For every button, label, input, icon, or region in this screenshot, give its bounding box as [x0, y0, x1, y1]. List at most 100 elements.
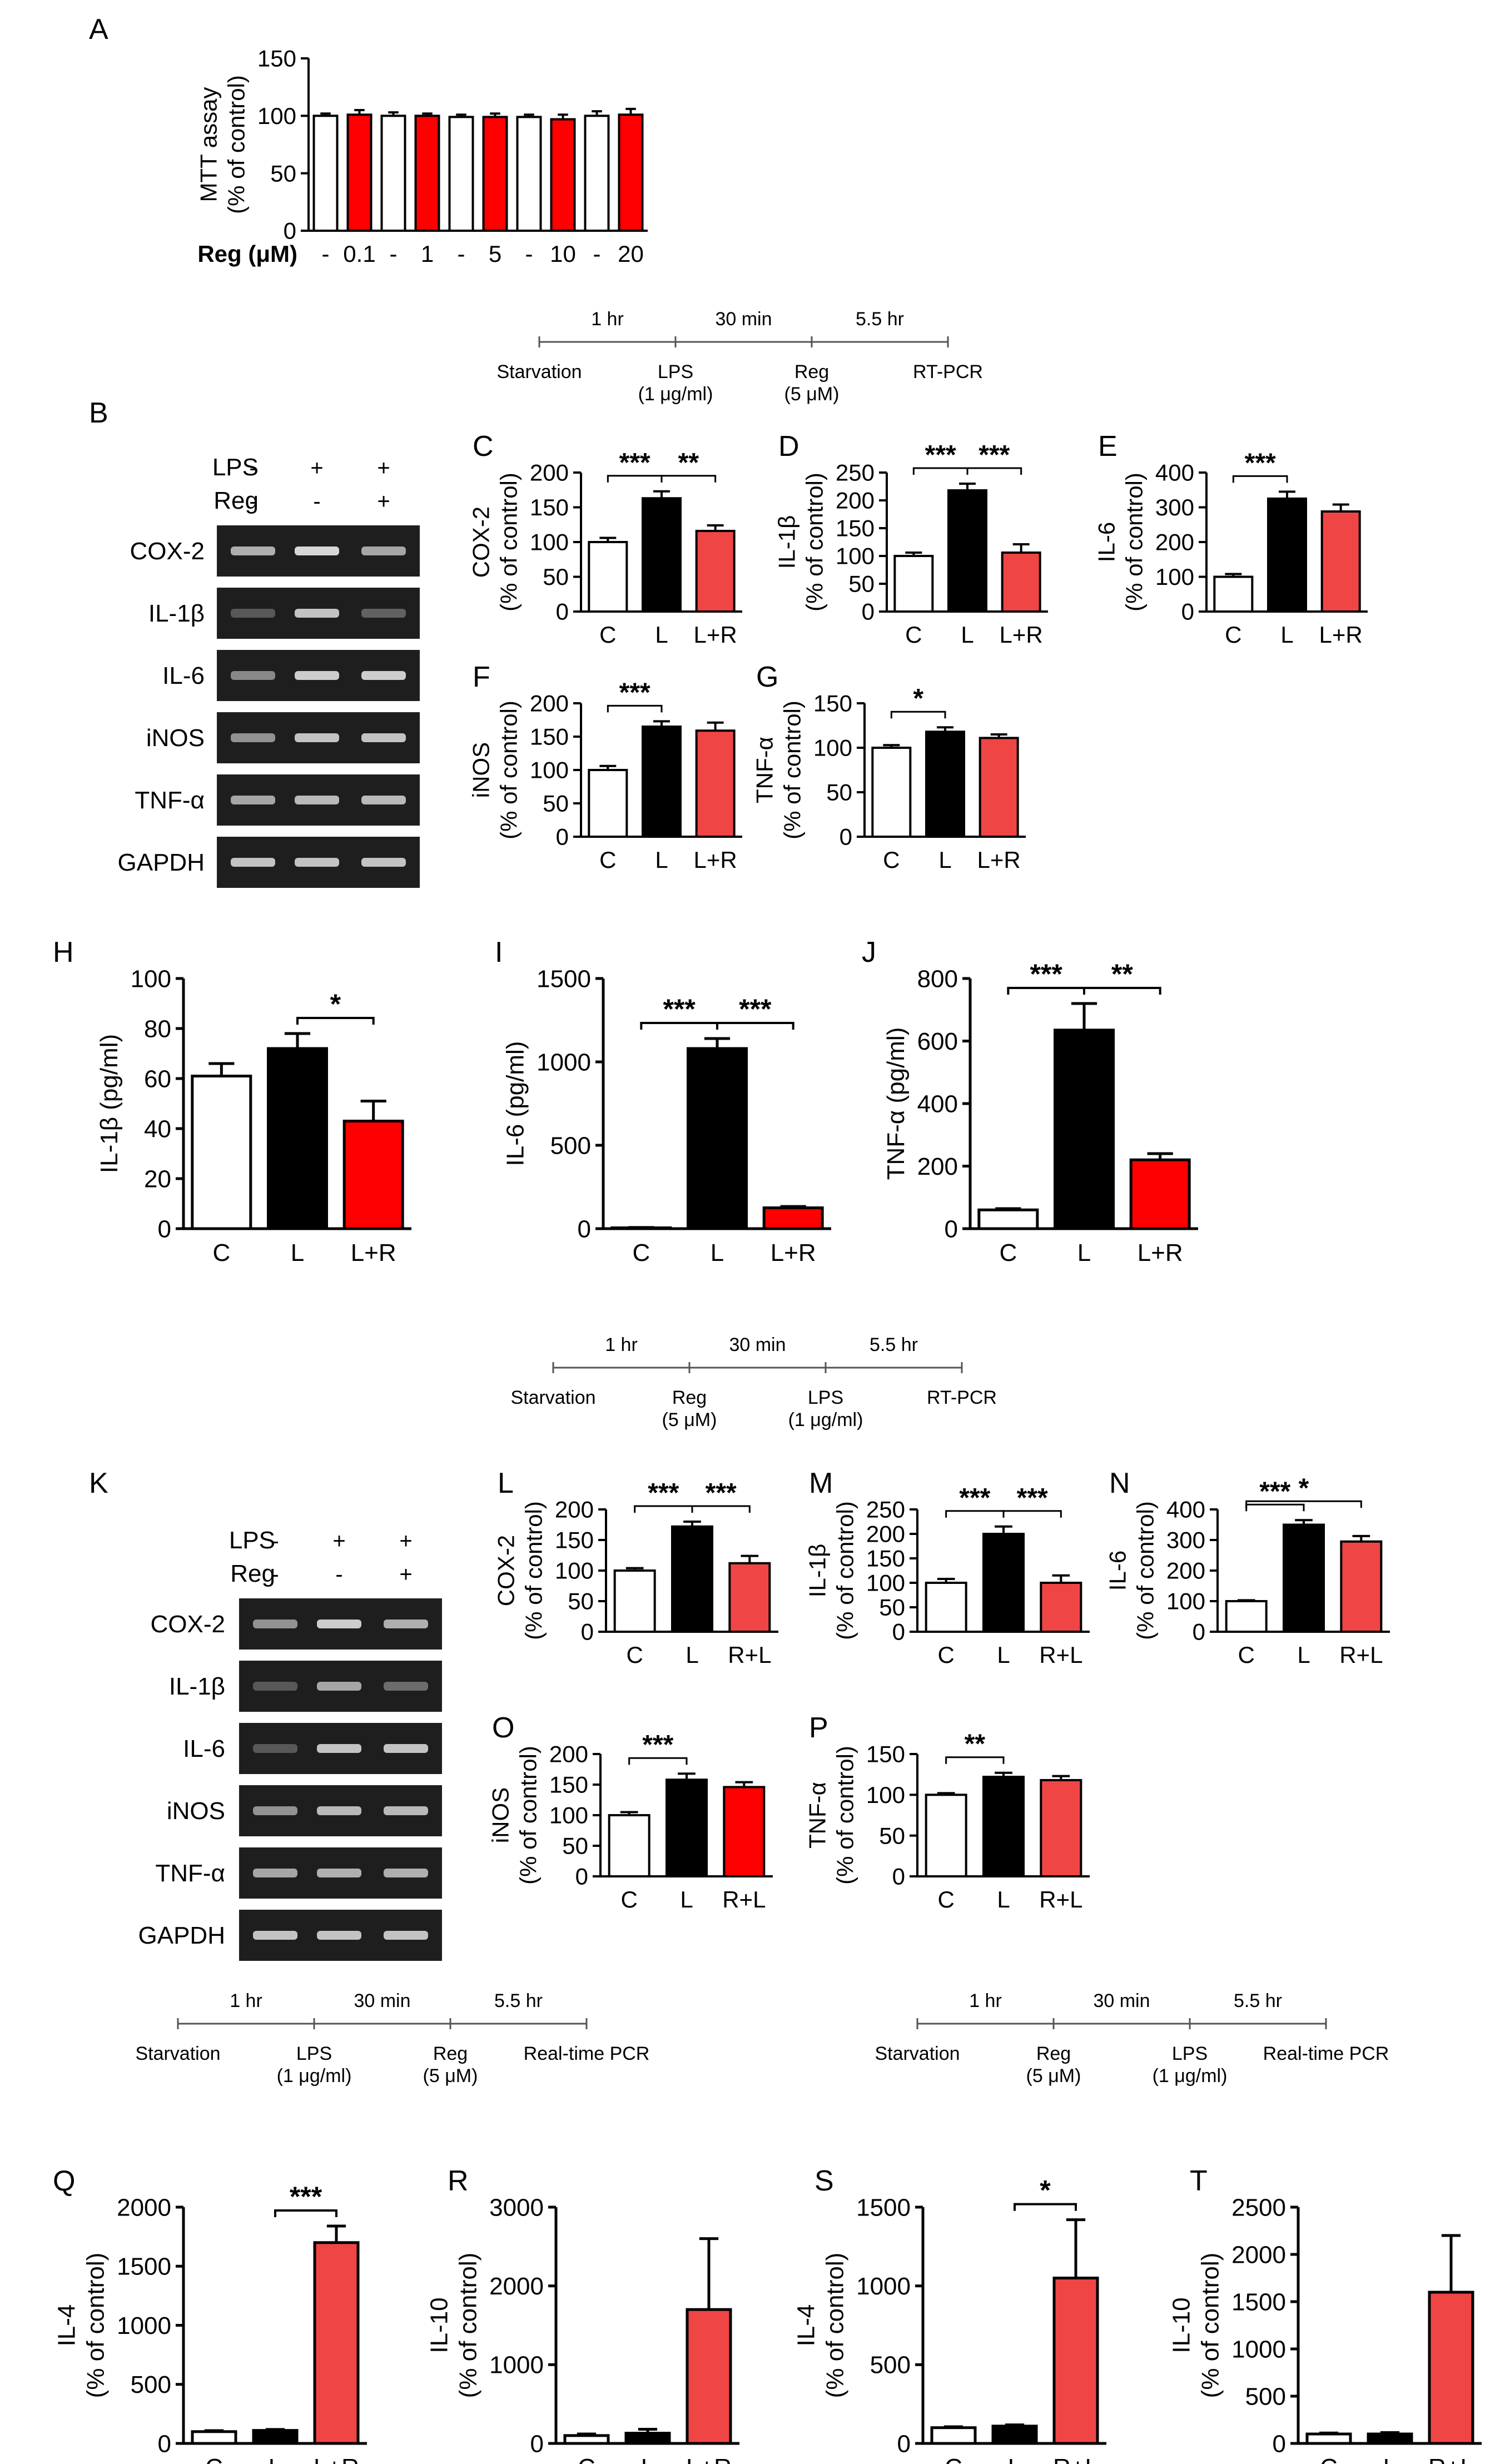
- timeline-step: (5 μM): [784, 384, 840, 405]
- y-tick-label: 0: [158, 1215, 171, 1243]
- treatment-mark: -: [335, 1562, 342, 1587]
- gel-band: [231, 858, 275, 867]
- y-axis-label: IL-6 (pg/ml): [501, 1041, 529, 1166]
- bar: [550, 118, 576, 232]
- y-tick-label: 500: [1245, 2383, 1286, 2410]
- x-tick-label: C: [599, 847, 616, 873]
- x-tick-label: L: [938, 847, 951, 873]
- x-tick-label: L: [269, 2454, 282, 2464]
- protocol-timeline: 1 hr 30 min 5.5 hr Starvation LPS(1 μg/ml) Re…: [135, 1990, 649, 2087]
- y-tick-label: 200: [917, 1153, 958, 1180]
- timeline-step: Starvation: [496, 361, 582, 382]
- y-tick-label: 250: [866, 1497, 905, 1523]
- bar: [313, 2241, 360, 2445]
- y-axis-label: (% of control): [495, 701, 522, 839]
- significance-label: ***: [739, 993, 772, 1025]
- y-tick-label: 100: [836, 543, 875, 569]
- gel-band: [361, 547, 406, 555]
- y-tick-label: 100: [131, 965, 171, 992]
- gel-band: [231, 796, 275, 804]
- y-tick-label: 200: [836, 488, 875, 514]
- treatment-mark: -: [249, 456, 256, 480]
- bar: [584, 115, 610, 232]
- x-tick-label: L+R: [977, 847, 1021, 873]
- gel-band: [361, 609, 406, 618]
- x-tick-label: L: [711, 1239, 724, 1266]
- y-axis-label: (% of control): [779, 701, 805, 839]
- timeline-step: (5 μM): [423, 2065, 478, 2087]
- treatment-mark: +: [377, 456, 390, 480]
- x-tick-label: R+L: [722, 1886, 766, 1912]
- x-tick-label: -: [390, 241, 398, 267]
- significance-bracket: [1002, 1510, 1062, 1518]
- timeline-step: LPS: [808, 1387, 843, 1408]
- y-axis-label: IL-1β (pg/ml): [96, 1034, 123, 1173]
- y-axis-label: MTT assay: [195, 87, 221, 202]
- y-axis-label: TNF-α: [804, 1782, 830, 1849]
- y-tick-label: 100: [813, 735, 852, 761]
- treatment-label: LPS: [212, 454, 259, 481]
- treatment-label: Reg: [213, 487, 259, 514]
- significance-bracket: [1014, 2203, 1077, 2211]
- y-tick-label: 50: [568, 1588, 594, 1614]
- chart-o: O 0 50 100 150 200 iNOS (% of control) C L R+L ***: [487, 1712, 773, 1912]
- panel-letter: D: [778, 430, 799, 463]
- gel-band: [231, 671, 275, 680]
- timeline-step: Real-time PCR: [524, 2043, 650, 2064]
- protocol-timeline: 1 hr 30 min 5.5 hr Starvation Reg(5 μM) LPS(1…: [510, 1334, 997, 1430]
- gel-band: [253, 1931, 297, 1940]
- bar: [1283, 1523, 1325, 1633]
- y-tick-label: 0: [1273, 2430, 1286, 2457]
- x-tick-label: C: [937, 1886, 954, 1912]
- x-tick-label: -: [525, 241, 533, 267]
- bar: [979, 737, 1019, 838]
- timeline-step: Starvation: [510, 1387, 595, 1408]
- x-tick-label: L: [1383, 2454, 1397, 2464]
- chart-e: E 0 100 200 300 400 IL-6 (% of control) C L L+R ***: [1093, 430, 1368, 648]
- y-tick-label: 0: [158, 2430, 171, 2457]
- y-axis-label: (% of control): [832, 1501, 858, 1640]
- bar: [893, 555, 934, 613]
- y-tick-label: 50: [879, 1594, 905, 1621]
- bar: [414, 115, 440, 232]
- y-tick-label: 150: [555, 1527, 594, 1553]
- protocol-timeline: 1 hr 30 min 5.5 hr Starvation LPS(1 μg/ml) Re…: [496, 309, 983, 405]
- gene-label: iNOS: [167, 1797, 225, 1825]
- significance-bracket: [660, 475, 717, 483]
- y-tick-label: 500: [870, 2352, 911, 2379]
- gel-band: [384, 1744, 428, 1753]
- timeline-step: Reg: [1036, 2043, 1071, 2064]
- y-tick-label: 300: [1155, 494, 1194, 520]
- panel-letter: L: [498, 1467, 514, 1499]
- protocol-timeline: 1 hr 30 min 5.5 hr Starvation Reg(5 μM) LPS(1…: [875, 1990, 1389, 2087]
- significance-bracket: [296, 1017, 375, 1025]
- significance-label: **: [678, 448, 699, 478]
- y-axis-label: (% of control): [82, 2253, 109, 2398]
- y-tick-label: 50: [879, 1822, 905, 1849]
- y-tick-label: 50: [826, 779, 852, 806]
- gene-label: TNF-α: [155, 1860, 225, 1887]
- y-axis-label: (% of control): [1132, 1501, 1158, 1640]
- y-tick-label: 1500: [856, 2194, 911, 2221]
- treatment-mark: -: [271, 1529, 279, 1553]
- y-tick-label: 2000: [489, 2273, 544, 2300]
- x-tick-label: C: [945, 2454, 962, 2464]
- timeline-step: Real-time PCR: [1263, 2043, 1389, 2064]
- gel-band: [231, 733, 275, 742]
- significance-label: ***: [1017, 1483, 1048, 1513]
- x-tick-label: R+L: [1339, 1642, 1383, 1668]
- y-axis-label: (% of control): [821, 2253, 848, 2398]
- bar: [982, 1776, 1025, 1877]
- treatment-mark: -: [249, 489, 256, 514]
- gel-band: [361, 858, 406, 867]
- bar: [695, 530, 736, 613]
- y-tick-label: 600: [917, 1028, 958, 1055]
- y-tick-label: 300: [1166, 1527, 1205, 1553]
- treatment-mark: -: [271, 1562, 279, 1587]
- x-tick-label: 10: [550, 241, 576, 267]
- y-tick-label: 50: [848, 571, 875, 597]
- bar: [1225, 1600, 1268, 1633]
- y-tick-label: 100: [257, 103, 296, 129]
- y-tick-label: 250: [836, 460, 875, 486]
